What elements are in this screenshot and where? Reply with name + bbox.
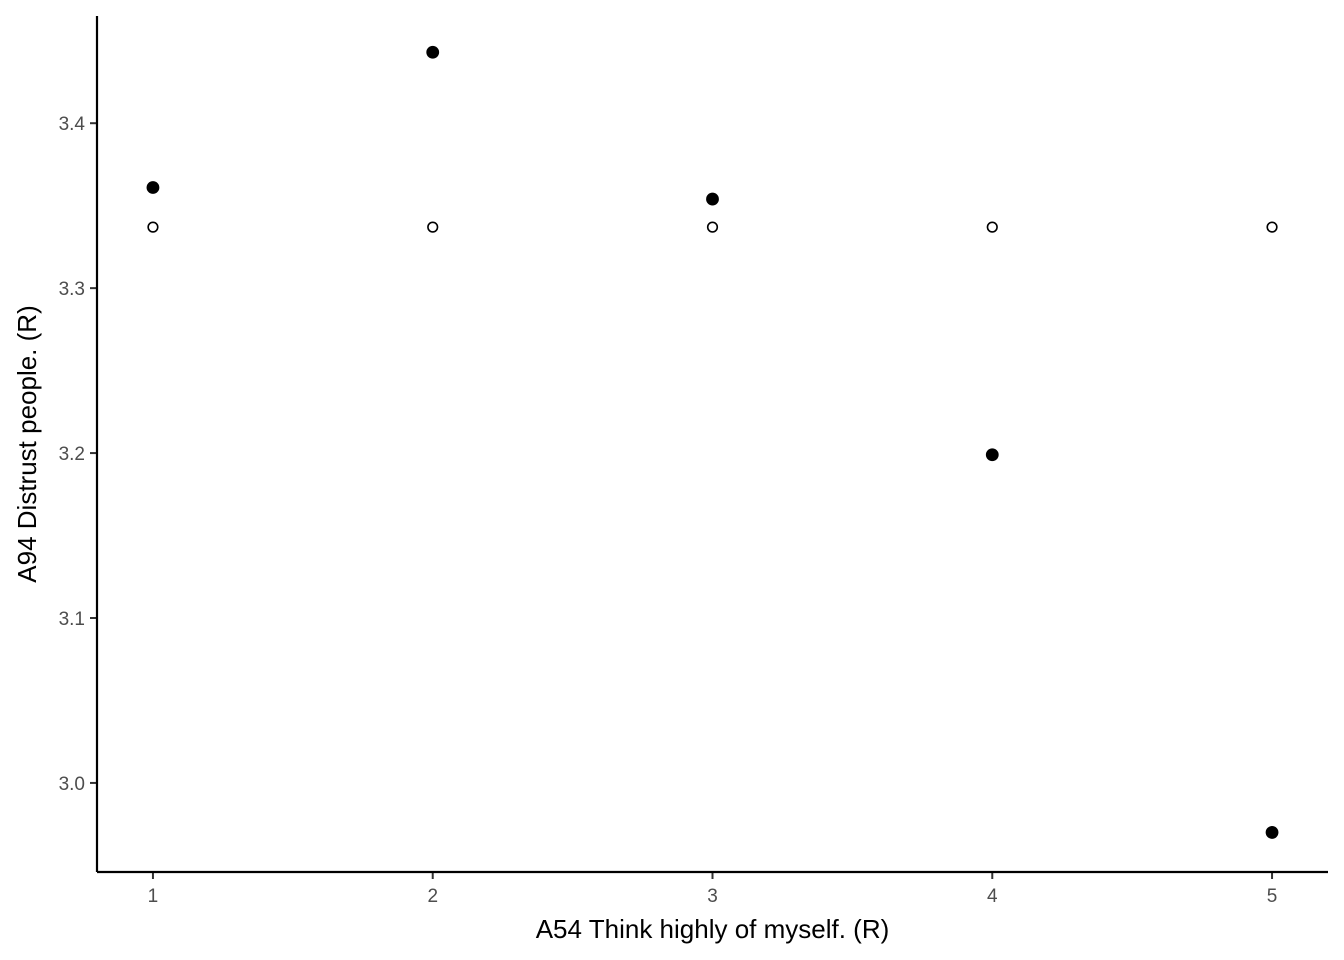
data-point-filled xyxy=(426,45,440,59)
data-point-open xyxy=(1266,221,1278,233)
y-tick-label: 3.3 xyxy=(59,279,85,300)
y-axis-title: A94 Distrust people. (R) xyxy=(12,305,42,582)
ticks-layer: 1 2 3 4 5 3.0 3.1 3.2 3.3 3.4 xyxy=(59,114,1278,907)
data-point-filled xyxy=(1265,826,1279,839)
data-point-open xyxy=(427,221,439,233)
data-point-open xyxy=(147,221,159,233)
x-tick-label: 1 xyxy=(148,886,159,907)
x-tick-label: 5 xyxy=(1267,886,1278,907)
y-tick-label: 3.4 xyxy=(59,114,86,135)
y-tick-label: 3.1 xyxy=(59,609,85,630)
x-tick-label: 2 xyxy=(427,886,438,907)
y-tick-label: 3.2 xyxy=(59,444,85,465)
y-tick-label: 3.0 xyxy=(59,774,85,795)
data-point-open xyxy=(986,221,998,233)
data-point-open xyxy=(706,221,719,233)
points-layer xyxy=(146,45,1279,839)
data-point-filled xyxy=(985,448,999,462)
x-tick-label: 3 xyxy=(707,886,718,907)
x-tick-label: 4 xyxy=(987,886,998,907)
data-point-filled xyxy=(706,192,719,206)
data-point-filled xyxy=(146,181,160,194)
x-axis-title: A54 Think highly of myself. (R) xyxy=(536,914,890,944)
